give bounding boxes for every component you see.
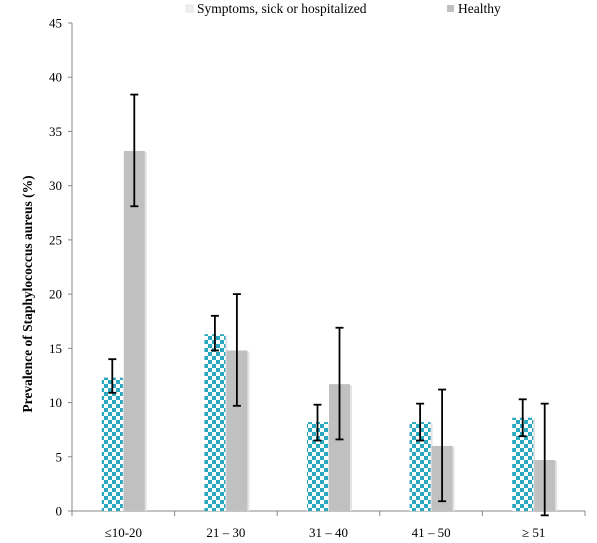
legend-label-symptoms: Symptoms, sick or hospitalized	[197, 1, 367, 16]
y-tick-label: 25	[49, 232, 62, 247]
bar-symptoms	[204, 334, 226, 511]
error-bars	[108, 93, 549, 517]
y-tick-label: 20	[49, 287, 62, 302]
bar-healthy	[226, 350, 248, 511]
x-tick-label: 41 – 50	[412, 525, 451, 540]
bar-healthy	[123, 150, 145, 511]
y-tick-label: 45	[49, 16, 62, 31]
legend-label-healthy: Healthy	[458, 1, 501, 16]
legend: Symptoms, sick or hospitalized Healthy	[185, 1, 501, 16]
y-tick-label: 35	[49, 124, 62, 139]
x-tick-label: 21 – 30	[206, 525, 245, 540]
bar-healthy	[329, 384, 350, 511]
y-tick-label: 0	[56, 504, 63, 519]
y-tick-label: 40	[49, 70, 62, 85]
y-tick-label: 15	[49, 341, 62, 356]
x-tick-label: ≤10-20	[105, 525, 142, 540]
bar-symptoms	[512, 417, 534, 511]
legend-swatch-symptoms	[185, 4, 194, 13]
y-ticks: 0 5 10 15 20 25 30 35 40 45	[49, 16, 72, 519]
y-tick-label: 10	[49, 395, 62, 410]
bars	[101, 150, 558, 511]
y-axis-title: Prevalence of Staphylococcus aureus (%)	[20, 175, 35, 412]
bar-symptoms	[307, 422, 328, 511]
y-tick-label: 5	[56, 449, 63, 464]
x-tick-label: ≥ 51	[522, 525, 545, 540]
y-tick-label: 30	[49, 178, 62, 193]
x-ticks: ≤10-20 21 – 30 31 – 40 41 – 50 ≥ 51	[71, 511, 586, 540]
bar-symptoms	[101, 377, 123, 511]
x-tick-label: 31 – 40	[309, 525, 348, 540]
bar-symptoms	[409, 422, 431, 511]
legend-swatch-healthy	[447, 5, 454, 12]
